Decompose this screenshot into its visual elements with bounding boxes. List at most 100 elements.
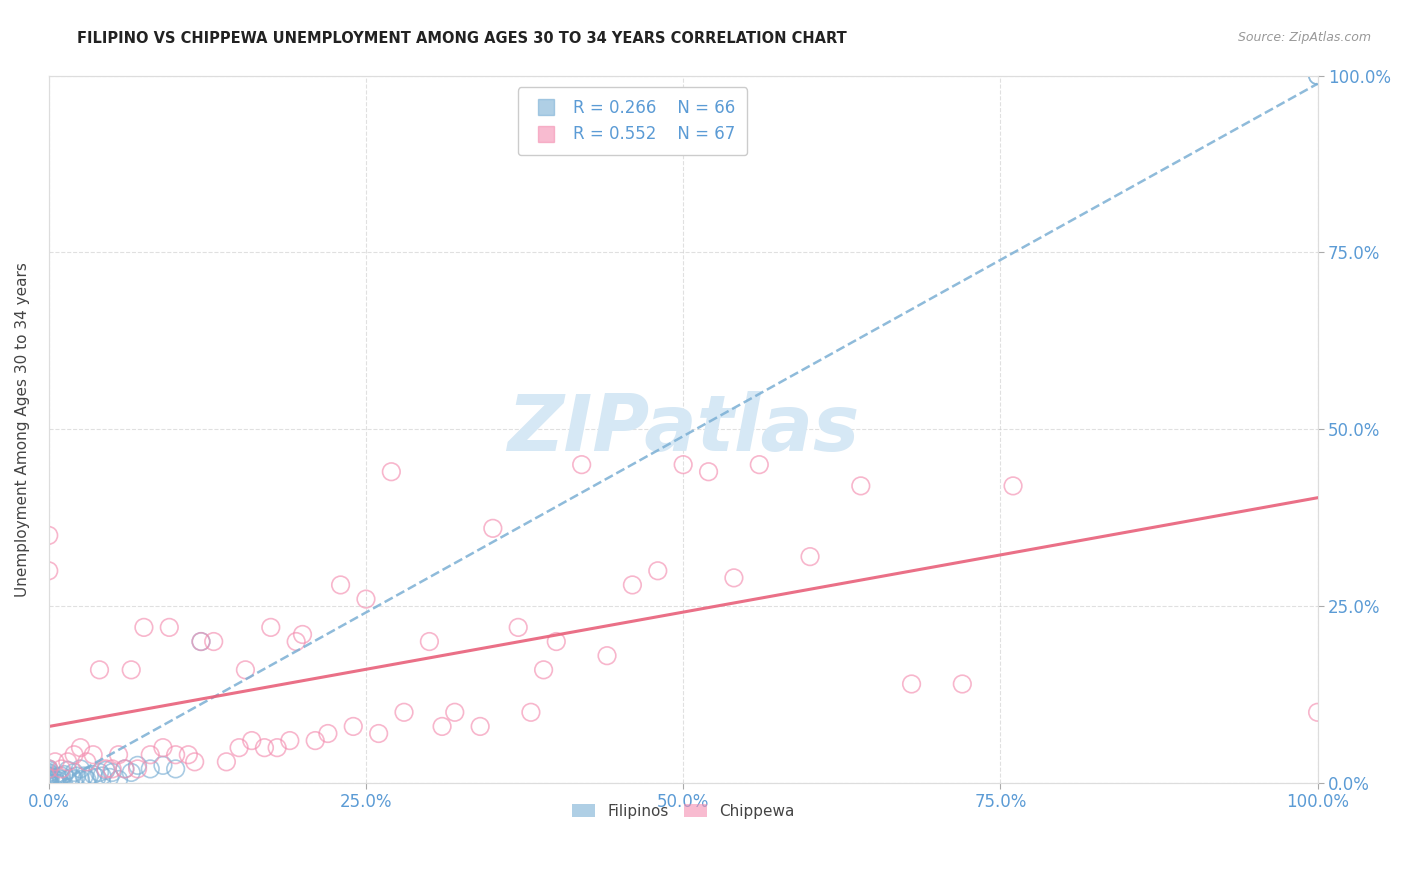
Point [76,772,98,787]
Point [120,663,142,677]
Point [86,771,108,785]
Point [291,627,314,641]
Point [799,549,821,564]
Point [748,458,770,472]
Point [69,762,91,776]
Point [53,767,76,781]
Point [418,634,440,648]
Point [621,578,644,592]
Point [190,634,212,648]
Point [38,776,60,790]
Point [127,758,149,772]
Point [44,755,66,769]
Point [82,767,104,781]
Point [342,719,364,733]
Point [38,776,60,790]
Point [165,762,187,776]
Point [76,755,98,769]
Point [38,772,60,786]
Point [329,578,352,592]
Point [56,772,79,787]
Point [482,521,505,535]
Point [107,747,129,762]
Point [139,747,162,762]
Point [278,733,301,747]
Point [672,458,695,472]
Point [51,772,73,787]
Point [69,772,91,787]
Point [101,765,124,780]
Point [697,465,720,479]
Point [38,770,60,784]
Point [91,769,114,783]
Point [38,773,60,788]
Point [38,771,60,785]
Point [443,706,465,720]
Point [38,762,60,776]
Point [89,765,111,780]
Point [132,620,155,634]
Point [647,564,669,578]
Point [94,762,117,776]
Point [950,677,973,691]
Point [1306,706,1329,720]
Point [38,776,60,790]
Point [46,776,69,790]
Point [900,677,922,691]
Point [38,776,60,790]
Point [38,766,60,780]
Point [38,776,60,790]
Point [38,776,60,790]
Point [215,755,238,769]
Point [38,528,60,542]
Point [94,764,117,778]
Point [38,564,60,578]
Point [508,620,530,634]
Point [107,772,129,787]
Point [228,740,250,755]
Point [304,733,326,747]
Point [266,740,288,755]
Point [44,776,66,790]
Point [38,776,60,790]
Point [470,719,492,733]
Point [82,747,104,762]
Point [38,769,60,783]
Point [354,592,377,607]
Point [38,776,60,790]
Point [51,762,73,776]
Point [56,755,79,769]
Text: ZIPatlas: ZIPatlas [508,392,859,467]
Point [596,648,619,663]
Point [253,740,276,755]
Text: Source: ZipAtlas.com: Source: ZipAtlas.com [1237,31,1371,45]
Point [46,771,69,785]
Point [157,620,180,634]
Point [139,762,162,776]
Point [44,772,66,787]
Point [38,776,60,790]
Point [120,765,142,780]
Point [38,776,60,790]
Point [89,663,111,677]
Text: FILIPINO VS CHIPPEWA UNEMPLOYMENT AMONG AGES 30 TO 34 YEARS CORRELATION CHART: FILIPINO VS CHIPPEWA UNEMPLOYMENT AMONG … [77,31,846,46]
Y-axis label: Unemployment Among Ages 30 to 34 years: Unemployment Among Ages 30 to 34 years [15,262,30,597]
Point [430,719,453,733]
Point [69,740,91,755]
Point [260,620,283,634]
Point [849,479,872,493]
Point [190,634,212,648]
Legend: Filipinos, Chippewa: Filipinos, Chippewa [565,797,800,825]
Point [38,776,60,790]
Point [202,634,225,648]
Point [316,726,339,740]
Point [60,771,83,785]
Point [152,758,174,772]
Point [38,765,60,780]
Point [571,458,593,472]
Point [38,776,60,790]
Point [392,706,415,720]
Point [520,706,543,720]
Point [38,776,60,790]
Point [38,762,60,776]
